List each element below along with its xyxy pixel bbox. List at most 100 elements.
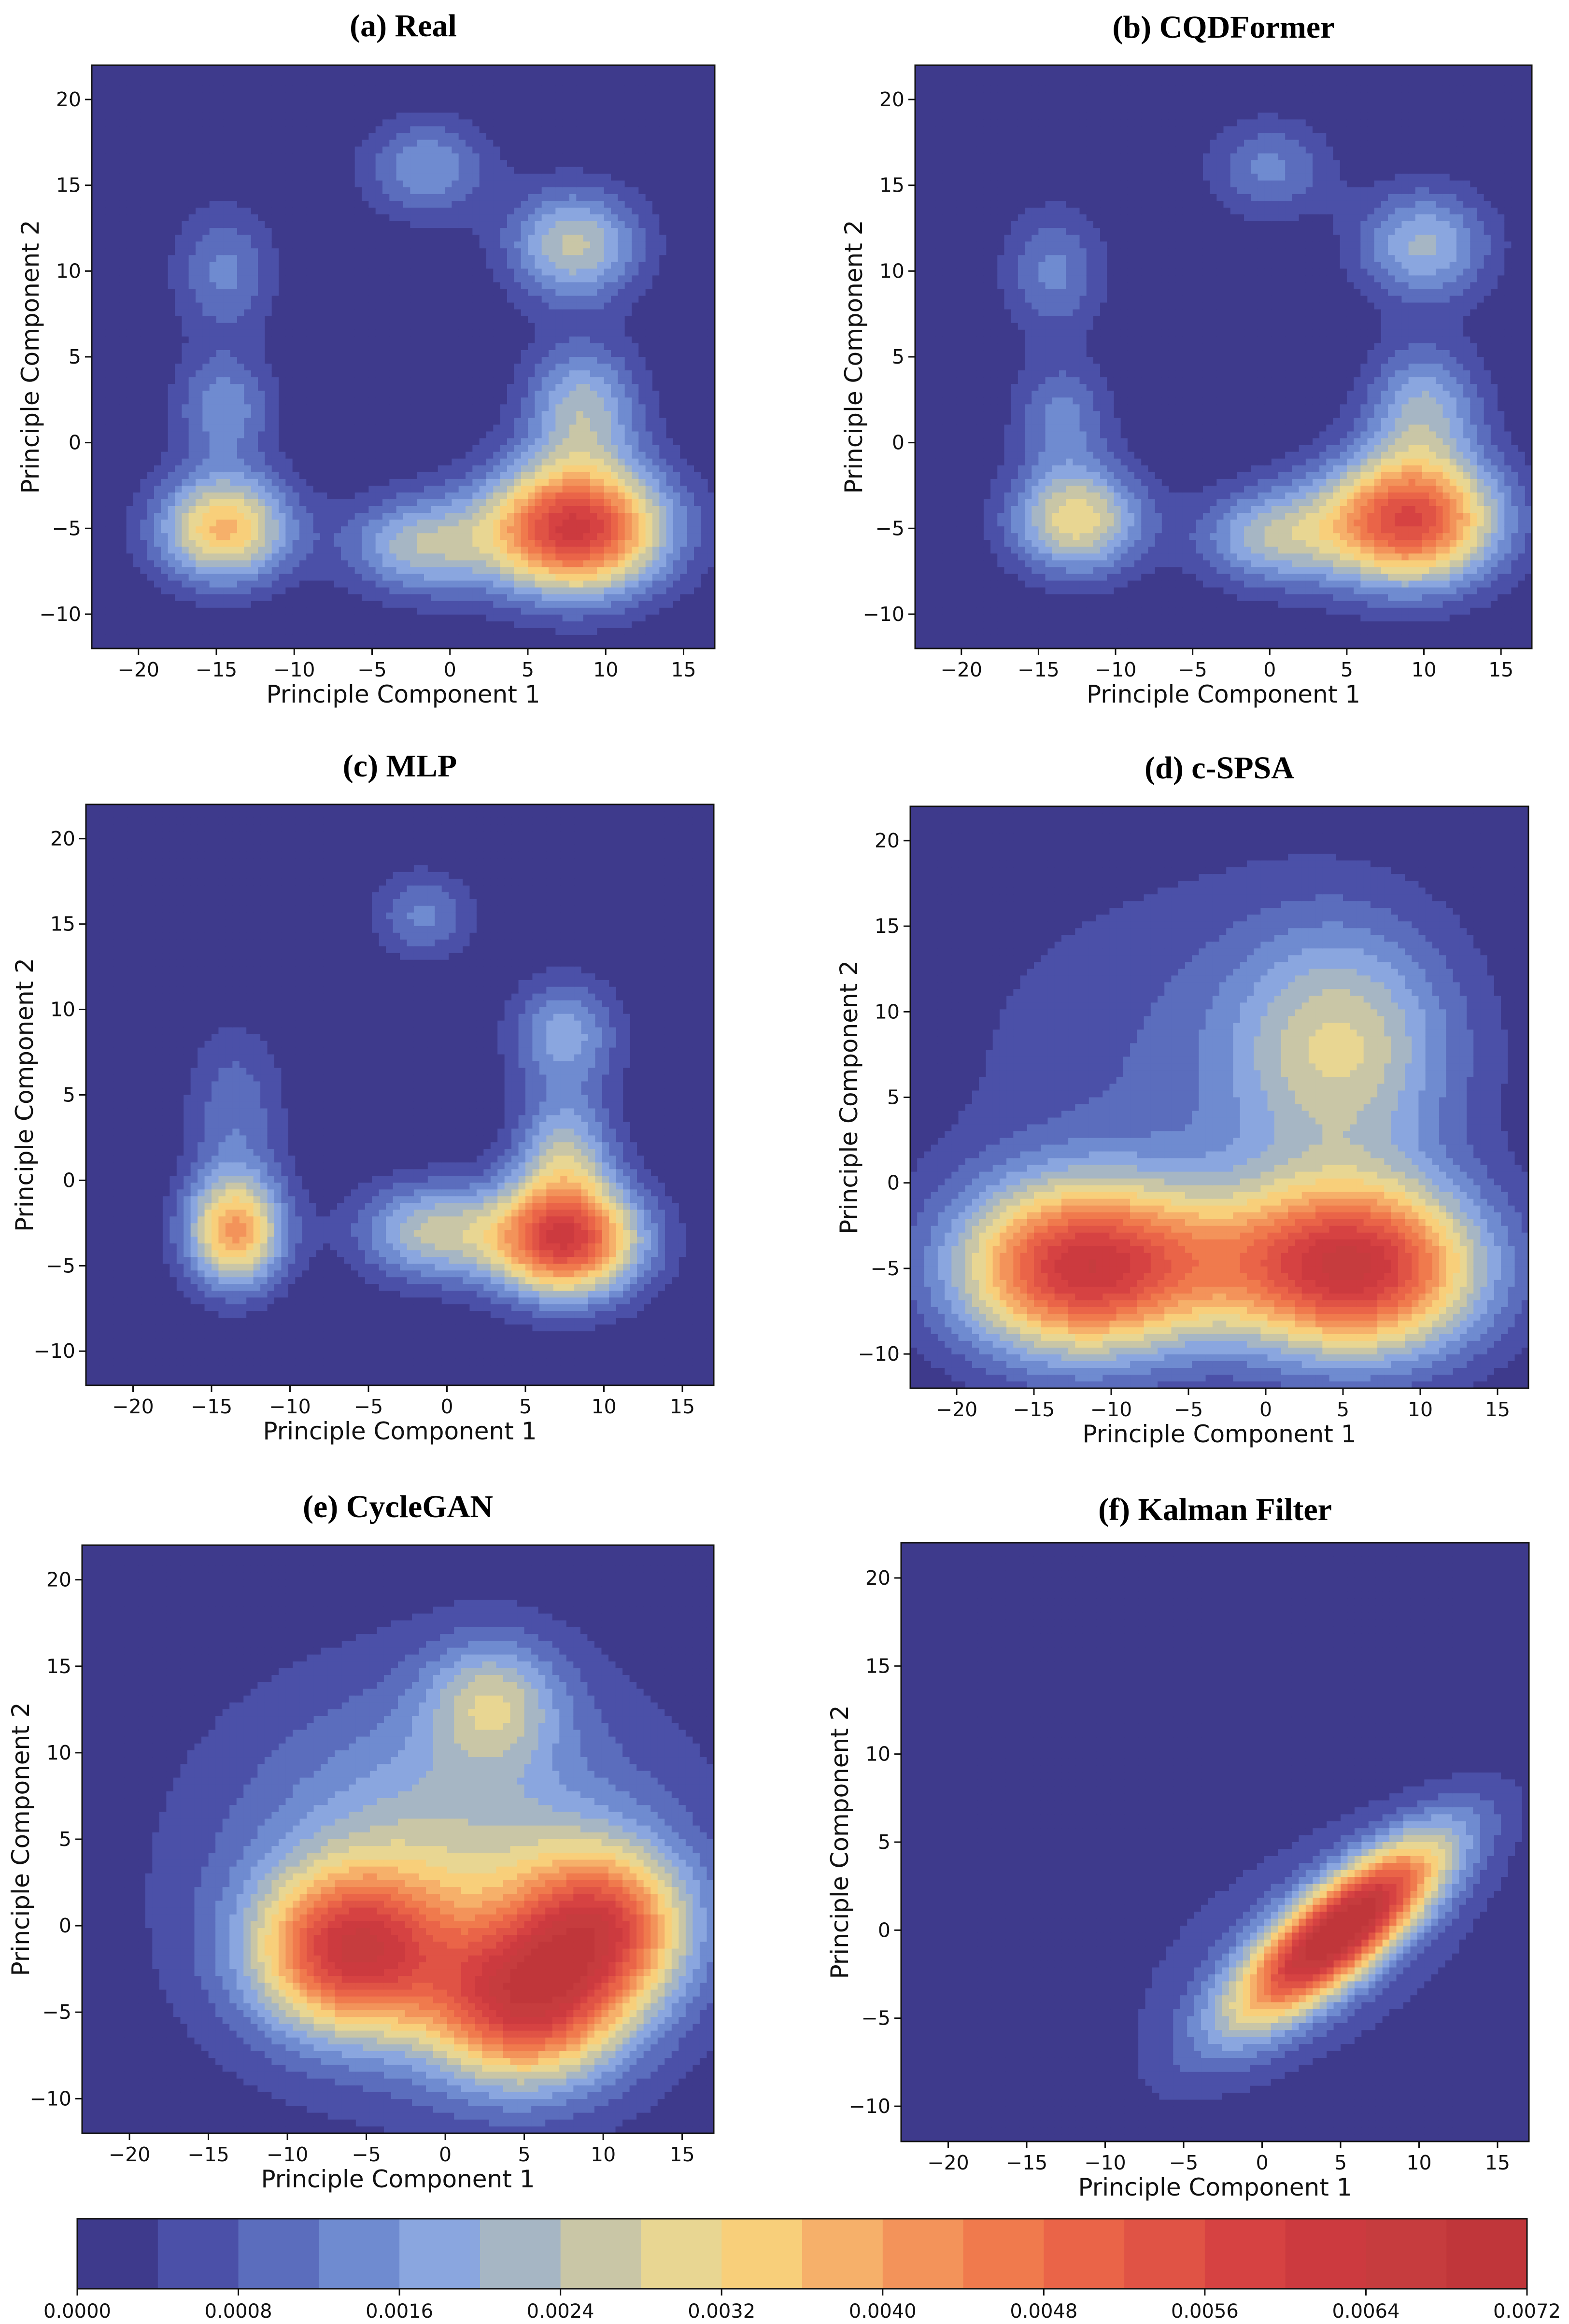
density-cell (258, 160, 266, 168)
density-cell (313, 485, 321, 493)
density-cell (479, 85, 487, 93)
density-cell (354, 411, 362, 419)
density-cell (126, 397, 134, 405)
density-cell (452, 547, 459, 554)
density-cell (175, 228, 183, 235)
density-cell (105, 547, 113, 554)
density-cell (292, 526, 300, 534)
density-cell (209, 499, 217, 507)
density-cell (140, 540, 148, 548)
density-cell (389, 194, 397, 201)
density-cell (438, 614, 445, 622)
density-cell (299, 628, 307, 635)
density-cell (334, 336, 341, 344)
density-cell (417, 255, 424, 263)
density-cell (292, 533, 300, 540)
density-cell (92, 336, 99, 344)
density-cell (223, 574, 231, 581)
density-cell (223, 194, 231, 201)
density-cell (133, 391, 141, 398)
density-cell (334, 126, 341, 134)
density-cell (396, 343, 404, 351)
density-cell (396, 540, 404, 548)
density-cell (161, 587, 169, 595)
density-cell (175, 113, 183, 120)
density-cell (105, 431, 113, 439)
density-cell (99, 628, 106, 635)
density-cell (334, 79, 341, 86)
density-cell (105, 106, 113, 113)
density-cell (113, 641, 120, 648)
density-cell (466, 173, 473, 181)
density-cell (251, 641, 258, 648)
density-cell (99, 72, 106, 79)
density-cell (216, 221, 224, 228)
density-cell (313, 248, 321, 256)
density-cell (175, 133, 183, 141)
density-cell (458, 499, 466, 507)
density-cell (237, 526, 245, 534)
density-cell (424, 540, 432, 548)
density-cell (354, 560, 362, 568)
density-cell (154, 99, 162, 106)
density-cell (105, 194, 113, 201)
density-cell (258, 146, 266, 154)
density-cell (258, 316, 266, 324)
density-cell (417, 377, 424, 384)
density-cell (126, 187, 134, 195)
density-cell (182, 329, 189, 337)
density-cell (244, 553, 252, 561)
density-cell (445, 309, 452, 317)
density-cell (445, 594, 452, 602)
density-cell (188, 282, 196, 290)
density-cell (368, 316, 376, 324)
density-cell (486, 214, 494, 222)
density-cell (299, 607, 307, 615)
density-cell (202, 92, 210, 99)
density-cell (237, 282, 245, 290)
density-cell (334, 634, 341, 642)
density-cell (472, 587, 480, 595)
density-cell (417, 445, 424, 452)
density-cell (279, 357, 286, 364)
density-cell (327, 79, 335, 86)
density-cell (424, 180, 432, 188)
density-cell (251, 173, 258, 181)
density-cell (327, 391, 335, 398)
density-cell (92, 391, 99, 398)
density-cell (209, 472, 217, 479)
density-cell (119, 479, 127, 486)
density-cell (431, 221, 438, 228)
density-cell (188, 248, 196, 256)
density-cell (334, 384, 341, 391)
density-cell (306, 167, 314, 174)
density-cell (368, 228, 376, 235)
density-cell (182, 364, 189, 371)
density-cell (299, 200, 307, 208)
density-cell (196, 241, 203, 249)
density-cell (375, 113, 383, 120)
density-cell (486, 601, 494, 608)
density-cell (196, 384, 203, 391)
density-cell (244, 614, 252, 622)
density-cell (279, 241, 286, 249)
density-cell (438, 506, 445, 513)
density-cell (445, 492, 452, 500)
density-cell (202, 418, 210, 425)
density-cell (466, 207, 473, 215)
density-cell (175, 173, 183, 181)
density-cell (445, 140, 452, 147)
density-cell (154, 574, 162, 581)
density-cell (306, 72, 314, 79)
density-cell (334, 160, 341, 168)
density-cell (348, 445, 355, 452)
density-cell (431, 194, 438, 201)
density-cell (188, 99, 196, 106)
density-cell (417, 235, 424, 242)
density-cell (486, 621, 494, 629)
density-cell (445, 221, 452, 228)
density-cell (368, 472, 376, 479)
density-cell (113, 634, 120, 642)
density-cell (320, 126, 328, 134)
density-cell (126, 146, 134, 154)
